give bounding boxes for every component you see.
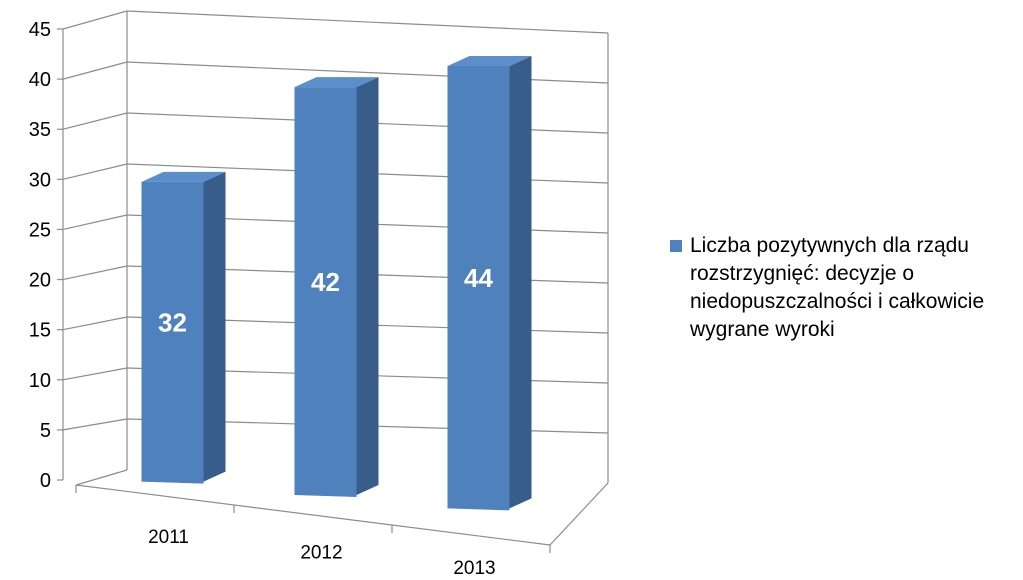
gridline-side <box>62 265 128 281</box>
bar-top <box>447 56 532 67</box>
gridline-side <box>62 418 128 431</box>
x-tick-label: 2013 <box>453 558 495 579</box>
gridline-side <box>62 367 128 381</box>
data-label: 42 <box>311 267 340 297</box>
x-tick-label: 2012 <box>300 543 342 564</box>
x-axis-line <box>75 484 551 546</box>
bar-top <box>294 77 379 88</box>
bar-top <box>141 171 226 182</box>
y-tick-label: 35 <box>29 119 51 141</box>
legend-swatch <box>670 240 682 252</box>
data-label: 44 <box>464 263 493 293</box>
bar-front <box>141 181 204 484</box>
gridline-side <box>62 112 128 130</box>
gridline-side <box>62 214 128 231</box>
floor-right-edge <box>549 482 609 546</box>
gridline-side <box>62 316 128 331</box>
y-tick-label: 5 <box>40 420 51 442</box>
bar-2011: 32 <box>141 171 226 484</box>
legend-label: Liczba pozytywnych dla rządu rozstrzygni… <box>690 234 985 341</box>
bar-side <box>203 171 226 482</box>
gridline-side <box>62 10 128 30</box>
y-axis-ticks: 0 5 10 15 20 25 30 35 40 45 <box>29 19 51 492</box>
bar-front <box>447 66 510 511</box>
gridline-back <box>126 10 609 34</box>
x-axis-labels: 2011 2012 2013 <box>148 527 496 579</box>
bar-side <box>509 56 532 509</box>
gridline-side <box>62 61 128 80</box>
bar-side <box>356 77 379 495</box>
data-label: 32 <box>158 308 187 338</box>
y-tick-label: 25 <box>29 219 51 241</box>
bar-front <box>294 87 357 497</box>
y-tick-label: 40 <box>29 69 51 91</box>
legend: Liczba pozytywnych dla rządu rozstrzygni… <box>670 232 1015 344</box>
y-tick-label: 0 <box>40 470 51 492</box>
x-tick-label: 2011 <box>148 527 189 548</box>
y-tick-label: 10 <box>29 370 51 392</box>
bar-2013: 44 <box>447 56 532 511</box>
bar-2012: 42 <box>294 77 379 497</box>
gridline-side <box>62 163 128 180</box>
axes <box>57 11 609 553</box>
bars: 32 42 44 <box>141 56 532 511</box>
y-tick-label: 15 <box>29 320 51 342</box>
y-tick-label: 30 <box>29 169 51 191</box>
floor-left-edge <box>75 469 128 486</box>
y-tick-label: 20 <box>29 270 51 292</box>
y-tick-label: 45 <box>29 19 51 41</box>
